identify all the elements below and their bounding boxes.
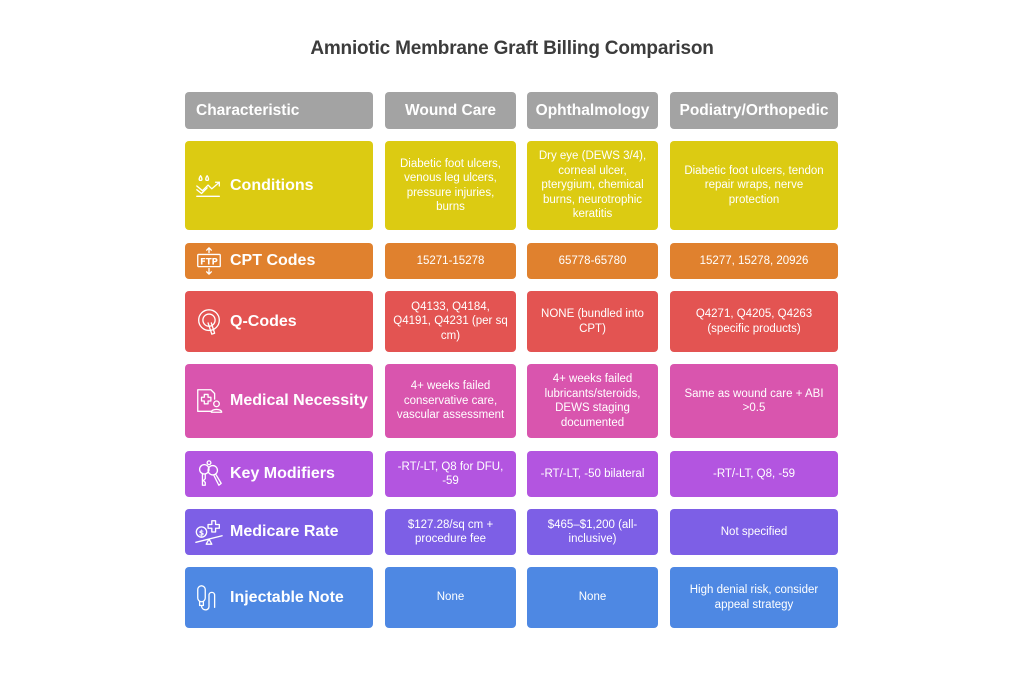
cell-injectable-ophthalmology: None (527, 567, 658, 628)
cell-medical-wound-care: 4+ weeks failed conservative care, vascu… (385, 364, 516, 438)
cell-conditions-ophthalmology: Dry eye (DEWS 3/4), corneal ulcer, ptery… (527, 141, 658, 230)
cell-qcodes-podiatry: Q4271, Q4205, Q4263 (specific products) (670, 291, 838, 352)
row-label-text: Injectable Note (230, 588, 344, 606)
row-label-conditions: Conditions (185, 141, 373, 230)
ftp-code-icon: FTP (193, 245, 225, 277)
row-label-cpt-codes: FTP CPT Codes (185, 243, 373, 279)
svg-text:$: $ (199, 528, 204, 537)
syringe-tube-icon (193, 582, 225, 614)
cell-qcodes-wound-care: Q4133, Q4184, Q4191, Q4231 (per sq cm) (385, 291, 516, 352)
cell-modifiers-ophthalmology: -RT/-LT, -50 bilateral (527, 451, 658, 497)
cell-injectable-wound-care: None (385, 567, 516, 628)
row-label-text: Medicare Rate (230, 523, 339, 540)
keys-icon (193, 458, 225, 490)
cost-balance-icon: $ (193, 516, 225, 548)
header-ophthalmology: Ophthalmology (527, 92, 658, 129)
header-characteristic: Characteristic (185, 92, 373, 129)
row-label-text: CPT Codes (230, 252, 316, 269)
header-podiatry-orthopedic: Podiatry/Orthopedic (670, 92, 838, 129)
cell-medical-podiatry: Same as wound care + ABI >0.5 (670, 364, 838, 438)
cell-medicare-ophthalmology: $465–$1,200 (all-inclusive) (527, 509, 658, 555)
cell-modifiers-podiatry: -RT/-LT, Q8, -59 (670, 451, 838, 497)
row-label-medical-necessity: Medical Necessity (185, 364, 373, 438)
cell-modifiers-wound-care: -RT/-LT, Q8 for DFU, -59 (385, 451, 516, 497)
q-letter-icon (193, 306, 225, 338)
row-label-q-codes: Q-Codes (185, 291, 373, 352)
cell-medical-ophthalmology: 4+ weeks failed lubricants/steroids, DEW… (527, 364, 658, 438)
cell-medicare-podiatry: Not specified (670, 509, 838, 555)
cell-cpt-podiatry: 15277, 15278, 20926 (670, 243, 838, 279)
cell-medicare-wound-care: $127.28/sq cm + procedure fee (385, 509, 516, 555)
svg-text:FTP: FTP (200, 256, 218, 266)
cell-conditions-podiatry: Diabetic foot ulcers, tendon repair wrap… (670, 141, 838, 230)
cell-cpt-ophthalmology: 65778-65780 (527, 243, 658, 279)
medical-record-icon (193, 385, 225, 417)
row-label-key-modifiers: Key Modifiers (185, 451, 373, 497)
cell-injectable-podiatry: High denial risk, consider appeal strate… (670, 567, 838, 628)
row-label-medicare-rate: $ Medicare Rate (185, 509, 373, 555)
row-label-text: Medical Necessity (230, 392, 368, 409)
row-label-text: Conditions (230, 176, 314, 194)
row-label-text: Key Modifiers (230, 465, 335, 482)
wound-healing-icon (193, 170, 225, 202)
cell-cpt-wound-care: 15271-15278 (385, 243, 516, 279)
row-label-injectable-note: Injectable Note (185, 567, 373, 628)
cell-qcodes-ophthalmology: NONE (bundled into CPT) (527, 291, 658, 352)
header-wound-care: Wound Care (385, 92, 516, 129)
page-title: Amniotic Membrane Graft Billing Comparis… (310, 38, 714, 59)
row-label-text: Q-Codes (230, 312, 297, 330)
cell-conditions-wound-care: Diabetic foot ulcers, venous leg ulcers,… (385, 141, 516, 230)
